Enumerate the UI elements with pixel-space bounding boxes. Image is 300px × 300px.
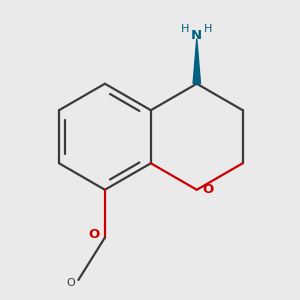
Text: O: O [66,278,75,288]
Text: O: O [203,183,214,196]
Text: H: H [204,24,213,34]
Text: O: O [89,228,100,241]
Polygon shape [193,39,200,84]
Text: H: H [181,24,189,34]
Text: N: N [191,29,202,43]
